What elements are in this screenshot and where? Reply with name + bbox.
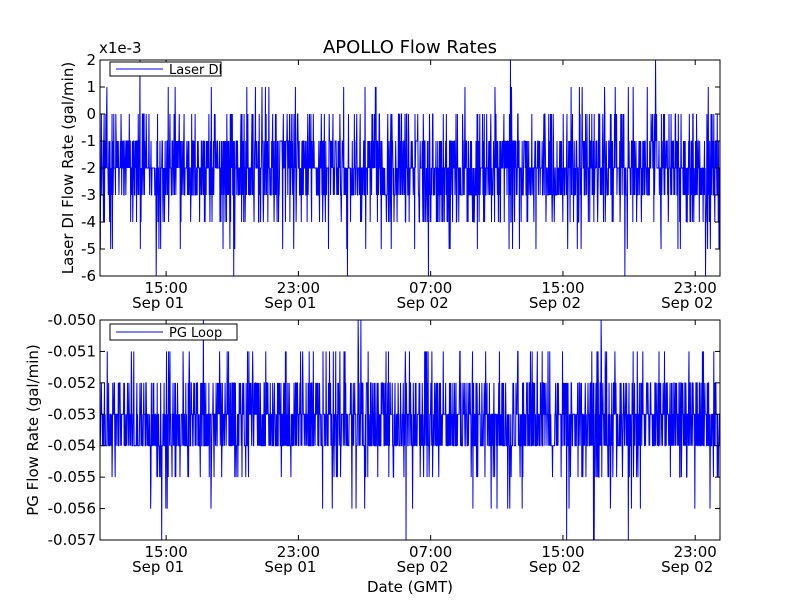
laser-xtick-date: Sep 02 (529, 294, 581, 312)
pg-ytick-label: -0.053 (48, 405, 96, 423)
laser-ytick-label: 2 (86, 51, 96, 69)
laser-legend-label: Laser DI (169, 63, 222, 78)
pg-y-ticks: -0.050 -0.051 -0.052 -0.053 -0.054 -0.055 -0.0… (48, 311, 720, 549)
laser-series-line (99, 59, 721, 277)
laser-y-ticks: 2 1 0 -1 -2 -3 -4 -5 -6 (81, 51, 720, 285)
laser-ytick-label: -1 (81, 132, 96, 150)
laser-xtick-date: Sep 02 (661, 294, 713, 312)
pg-xtick-time: 15:00 (541, 543, 584, 561)
pg-xtick-date: Sep 02 (529, 558, 581, 576)
laser-ytick-label: -5 (81, 240, 96, 258)
laser-ytick-label: 1 (86, 78, 96, 96)
laser-legend-box (109, 61, 222, 77)
pg-xtick-time: 15:00 (145, 543, 188, 561)
pg-axes: -0.050 -0.051 -0.052 -0.053 -0.054 -0.055 -0.0… (24, 311, 721, 576)
laser-legend: Laser DI (109, 61, 222, 78)
pg-ytick-label: -0.051 (48, 342, 96, 360)
pg-plot-frame (99, 319, 721, 541)
pg-legend: PG Loop (109, 323, 238, 341)
laser-xtick-time: 23:00 (277, 279, 320, 297)
laser-ytick-label: -4 (81, 213, 96, 231)
laser-xtick-time: 15:00 (145, 279, 188, 297)
pg-xtick-time: 07:00 (409, 543, 452, 561)
pg-ytick-label: -0.057 (48, 531, 96, 549)
laser-ytick-label: -6 (81, 267, 96, 285)
laser-ytick-label: -3 (81, 186, 96, 204)
pg-ytick-label: -0.052 (48, 374, 96, 392)
pg-xtick-date: Sep 02 (397, 558, 449, 576)
pg-series-line (99, 319, 720, 541)
pg-legend-box (109, 323, 238, 341)
pg-xtick-time: 23:00 (277, 543, 320, 561)
pg-ylabel: PG Flow Rate (gal/min) (24, 344, 42, 516)
pg-ytick-label: -0.055 (48, 468, 96, 486)
laser-xtick-date: Sep 01 (132, 294, 184, 312)
laser-series (99, 59, 721, 277)
pg-xtick-time: 23:00 (674, 543, 717, 561)
pg-ytick-label: -0.054 (48, 437, 96, 455)
pg-xtick-date: Sep 02 (661, 558, 713, 576)
laser-xtick-time: 23:00 (674, 279, 717, 297)
laser-offset-label: x1e-3 (99, 39, 142, 57)
pg-legend-label: PG Loop (169, 326, 222, 341)
pg-ytick-label: -0.050 (48, 311, 96, 329)
pg-xtick-date: Sep 01 (132, 558, 184, 576)
figure-title: APOLLO Flow Rates (323, 37, 497, 58)
laser-xtick-time: 07:00 (409, 279, 452, 297)
laser-xtick-date: Sep 02 (397, 294, 449, 312)
laser-ytick-label: -2 (81, 159, 96, 177)
laser-ylabel: Laser DI Flow Rate (gal/min) (59, 62, 77, 274)
pg-ytick-label: -0.056 (48, 500, 96, 518)
laser-xtick-time: 15:00 (541, 279, 584, 297)
laser-ytick-label: 0 (86, 105, 96, 123)
laser-xtick-date: Sep 01 (264, 294, 316, 312)
x-axis-label: Date (GMT) (367, 578, 453, 596)
pg-xtick-date: Sep 01 (264, 558, 316, 576)
pg-series (99, 319, 720, 541)
